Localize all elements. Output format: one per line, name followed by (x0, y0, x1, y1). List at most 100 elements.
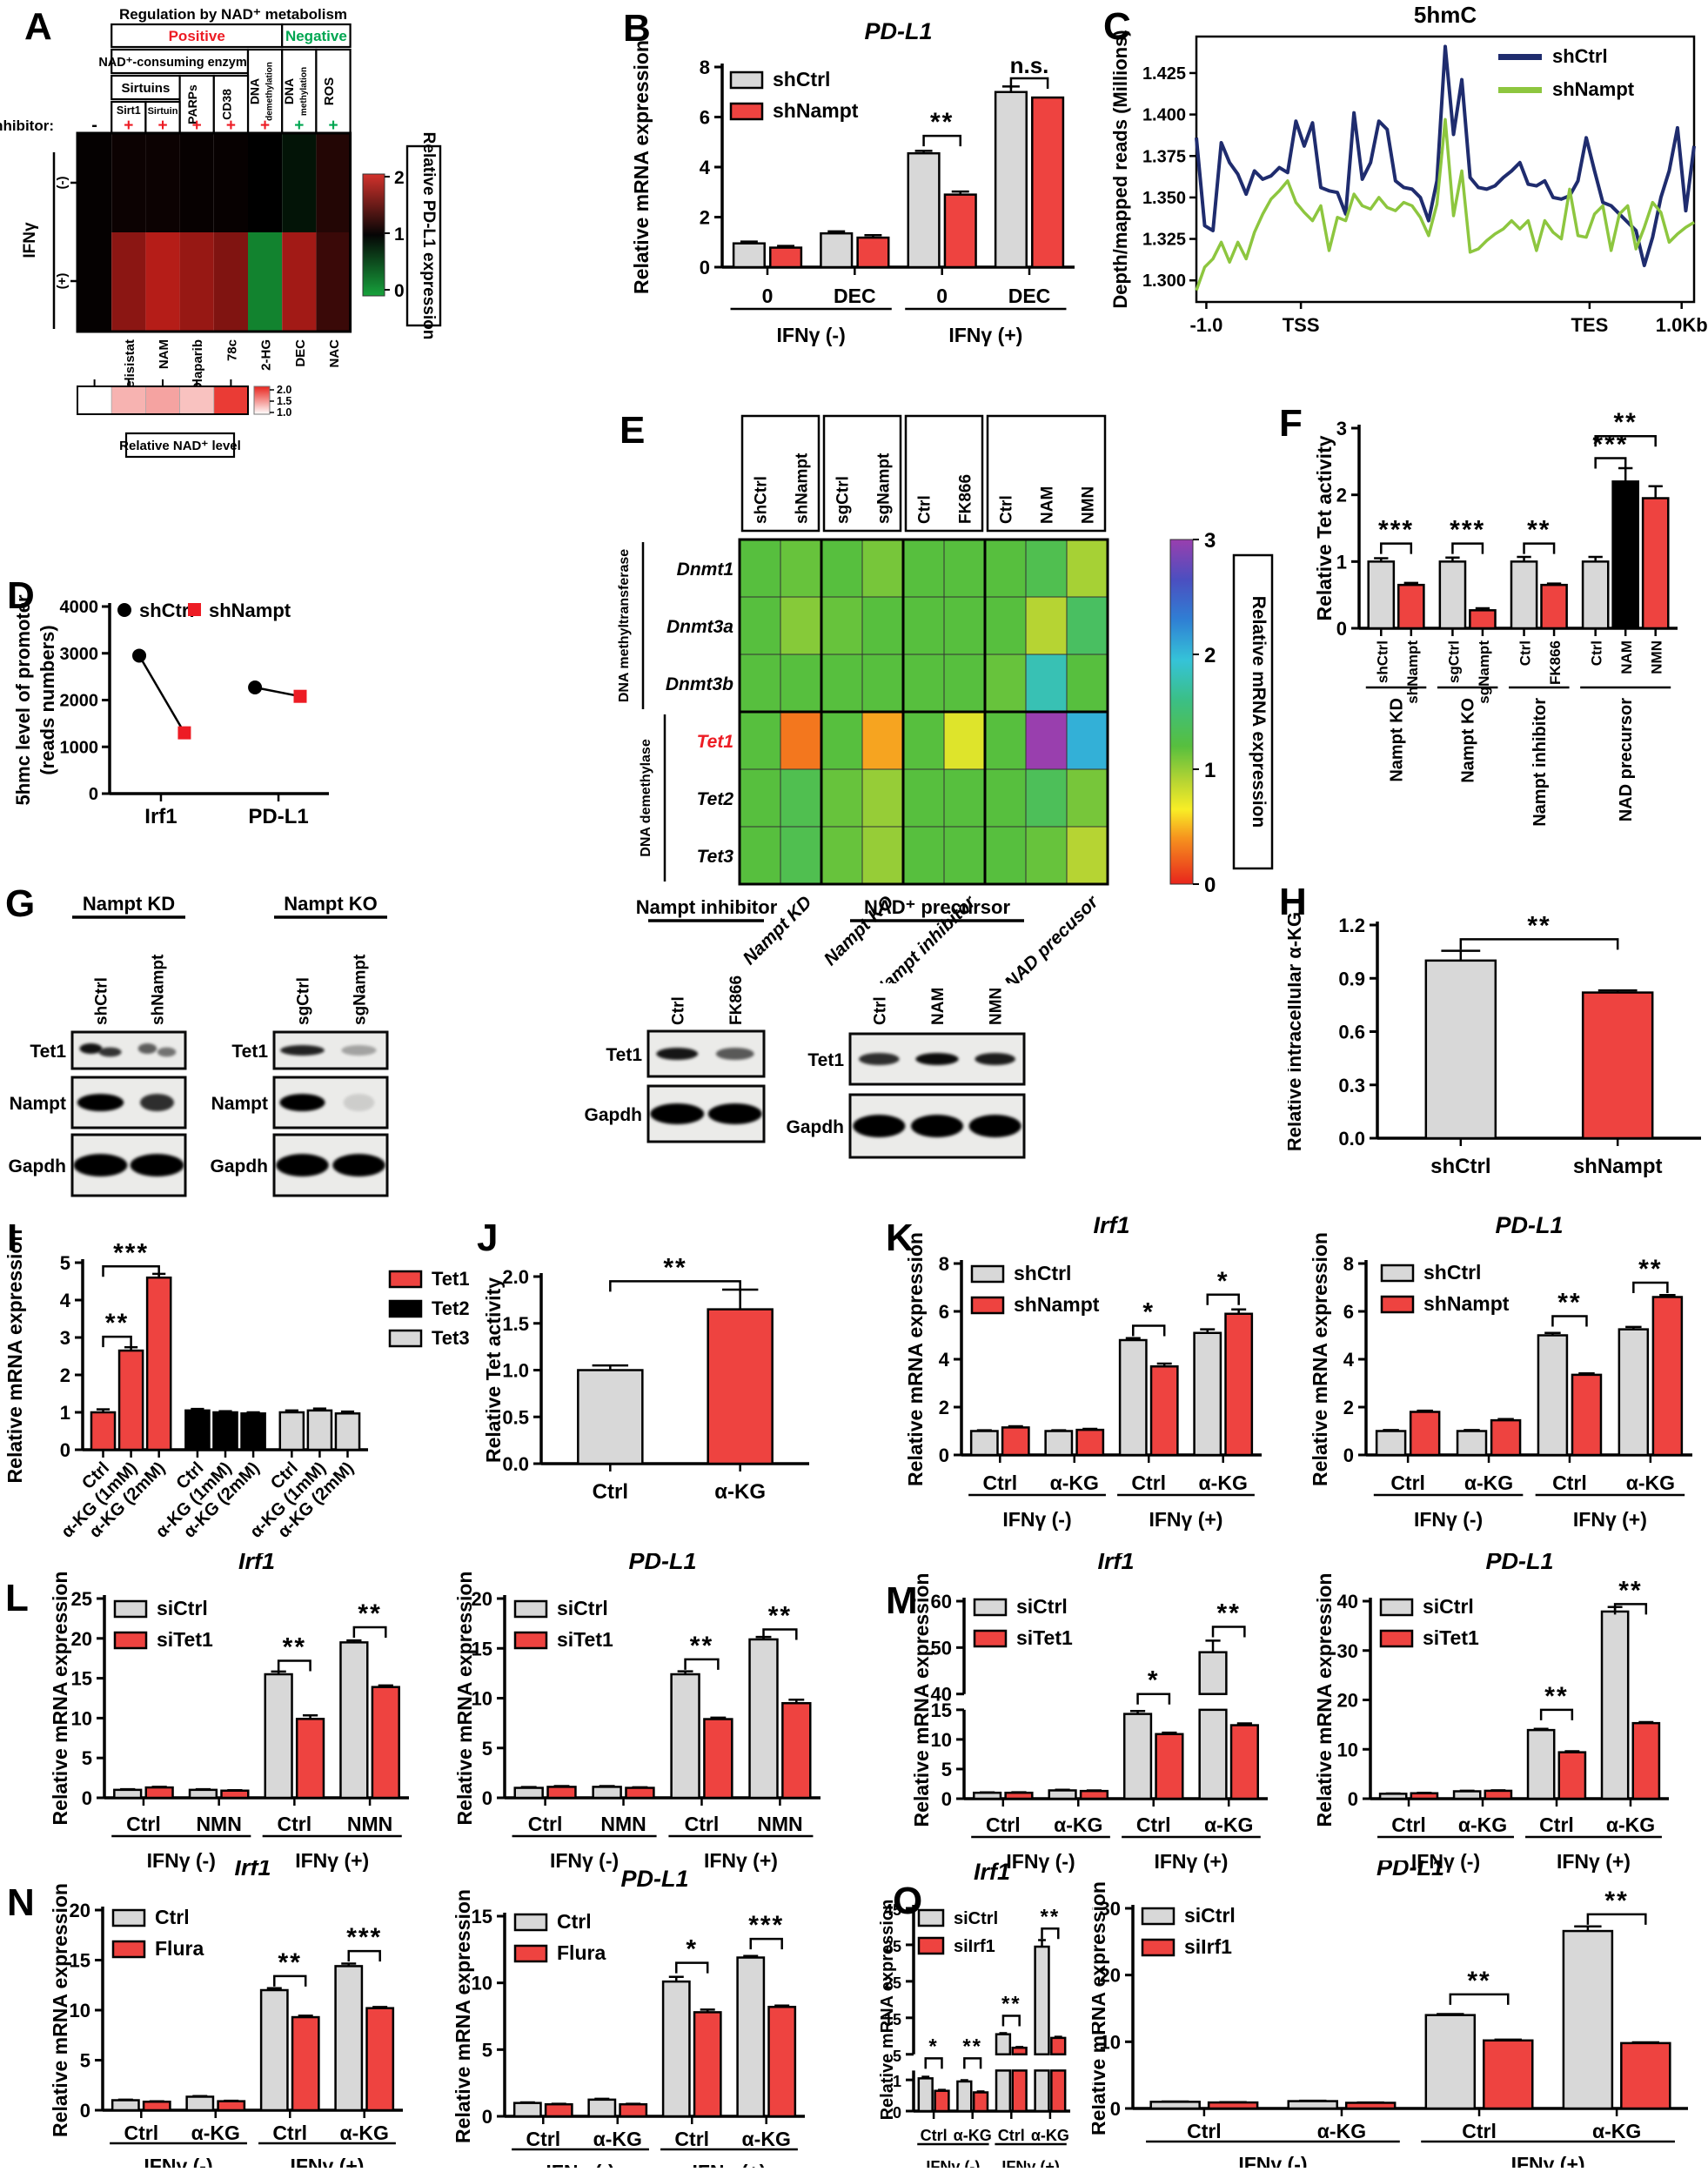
bar (1198, 1708, 1228, 1800)
strip-tick: 1.5 (277, 395, 291, 407)
x-group-label: α-KG (1458, 1813, 1507, 1836)
sig-label: *** (1450, 516, 1485, 545)
drug-label: Selisistat (123, 339, 137, 397)
chart-svg: 1.300 1.325 1.350 1.375 1.400 1.425 -1.0 TSS TES… (1109, 2, 1708, 336)
bar (1510, 560, 1538, 630)
group-rule-label: IFNγ (-) (1411, 1850, 1480, 1873)
bar (339, 1641, 369, 1800)
sig-label: ** (1527, 911, 1551, 940)
legend-swatch (1380, 1264, 1415, 1283)
y-tick-label: 0 (60, 1439, 70, 1461)
panel-label-c: C (1103, 5, 1131, 48)
x-group-label: α-KG (1050, 1471, 1099, 1494)
nad-strip-cell (213, 385, 249, 415)
legend-label: shNampt (1014, 1293, 1100, 1316)
bar (1287, 2100, 1338, 2110)
y-tick-label: 1 (893, 2073, 901, 2090)
y-tick-label: 30 (1100, 1898, 1121, 1920)
panel-c-line-chart: 1.300 1.325 1.350 1.375 1.400 1.425 -1.0 TSS TES… (1096, 0, 1708, 392)
group-rule-label: Nampt KO (1459, 698, 1478, 783)
blot-band (276, 1154, 329, 1176)
y-axis-label: Depth/mapped reads (Millions) (1109, 30, 1131, 308)
y-axis-label: Relative mRNA expression (452, 1889, 474, 2143)
blot-row-label: Tet1 (30, 1042, 66, 1062)
x-group-label: NMN (600, 1813, 646, 1835)
heatmap-cell (1025, 539, 1068, 598)
y-tick-label: 1.0 (502, 1360, 529, 1382)
group-rule-label: Nampt KD (1388, 698, 1407, 782)
shctrl-point (248, 680, 263, 694)
heatmap-cell (77, 133, 112, 232)
legend-label: shNampt (209, 600, 291, 621)
plus-sign: + (260, 117, 270, 135)
y-axis-label: Relative mRNA expression (1309, 1232, 1331, 1486)
sig-bracket (609, 1280, 741, 1292)
chart-title: PD-L1 (1376, 1860, 1444, 1880)
lane-label: sgCtrl (295, 977, 313, 1025)
sig-label: * (686, 1935, 698, 1964)
group-rule-label: IFNγ (+) (1154, 1850, 1228, 1873)
bar (1469, 609, 1497, 630)
heatmap-cell (902, 596, 945, 655)
y-tick-label: 0.9 (1338, 968, 1365, 989)
y-tick-label: 0.3 (1338, 1075, 1365, 1096)
heatmap-cell (179, 133, 214, 232)
y-tick-label: 6 (700, 107, 710, 129)
legend-label: siTet1 (1423, 1626, 1479, 1649)
bar (767, 2006, 797, 2118)
legend-label: siCtrl (557, 1597, 608, 1619)
panel-k-pdl1-bar-chart: 0 2 4 6 8 Relative mRNA expression PD-L1 Ctrl α-… (1288, 1194, 1708, 1584)
y-tick-label: 2.0 (502, 1266, 529, 1288)
bar (1155, 1733, 1184, 1800)
legend-swatch (1141, 1907, 1176, 1926)
bar (1410, 1792, 1439, 1800)
panel-label-h: H (1279, 881, 1307, 923)
blot-band (975, 1053, 1015, 1065)
heatmap-cell (145, 133, 180, 232)
y-tick-label: 0 (482, 1787, 492, 1809)
group-rule-label: IFNγ (+) (1557, 1850, 1631, 1873)
bar (145, 1276, 172, 1451)
x-group-label: α-KG (1592, 2120, 1641, 2142)
series-shNampt (1195, 117, 1695, 292)
y-axis-label: Relative mRNA expression (1092, 1881, 1109, 2135)
heatmap-cell (780, 654, 822, 713)
heatmap-cell (780, 539, 822, 598)
legend-swatch (1379, 1598, 1414, 1617)
y-axis-label: 5hmc level of promoter (12, 594, 34, 806)
y-tick-label: 60 (931, 1591, 952, 1612)
legend-swatch (113, 1631, 148, 1650)
bar (1424, 959, 1497, 1140)
col-header: Sirtuin (148, 106, 178, 117)
sig-label: ** (962, 2035, 982, 2058)
bar (220, 1789, 250, 1800)
bar (1484, 1789, 1513, 1800)
bar (217, 2100, 246, 2112)
chart-title: PD-L1 (864, 18, 932, 44)
y-tick-label: 5 (80, 2050, 90, 2072)
heatmap-cell (739, 654, 781, 713)
group-rule-label: IFNγ (+) (295, 1849, 369, 1872)
bar (1526, 1728, 1556, 1800)
y-tick-label: 0 (89, 785, 98, 804)
panel-label-l: L (5, 1577, 29, 1619)
legend-swatch (513, 1913, 548, 1932)
bar (142, 2100, 171, 2112)
y-tick-label: 1.2 (1338, 915, 1365, 936)
bar (969, 1430, 999, 1457)
blot-band (650, 1103, 705, 1124)
row-group-label: DNA demethylase (639, 739, 653, 857)
sig-bracket (1041, 1927, 1060, 1940)
inhibitor-label: Inhibitor: (0, 117, 54, 134)
bar (240, 1412, 266, 1451)
blot-band (140, 1094, 174, 1111)
lane-label: FK866 (727, 975, 746, 1025)
bar (619, 2102, 648, 2118)
legend-label: Flura (557, 1941, 606, 1964)
row-group-label: DNA methyltransferase (617, 549, 632, 702)
y-tick-label: 2 (1343, 1397, 1354, 1418)
legend-swatch (729, 102, 764, 121)
bar (513, 1787, 544, 1800)
heatmap-cell (984, 539, 1027, 598)
